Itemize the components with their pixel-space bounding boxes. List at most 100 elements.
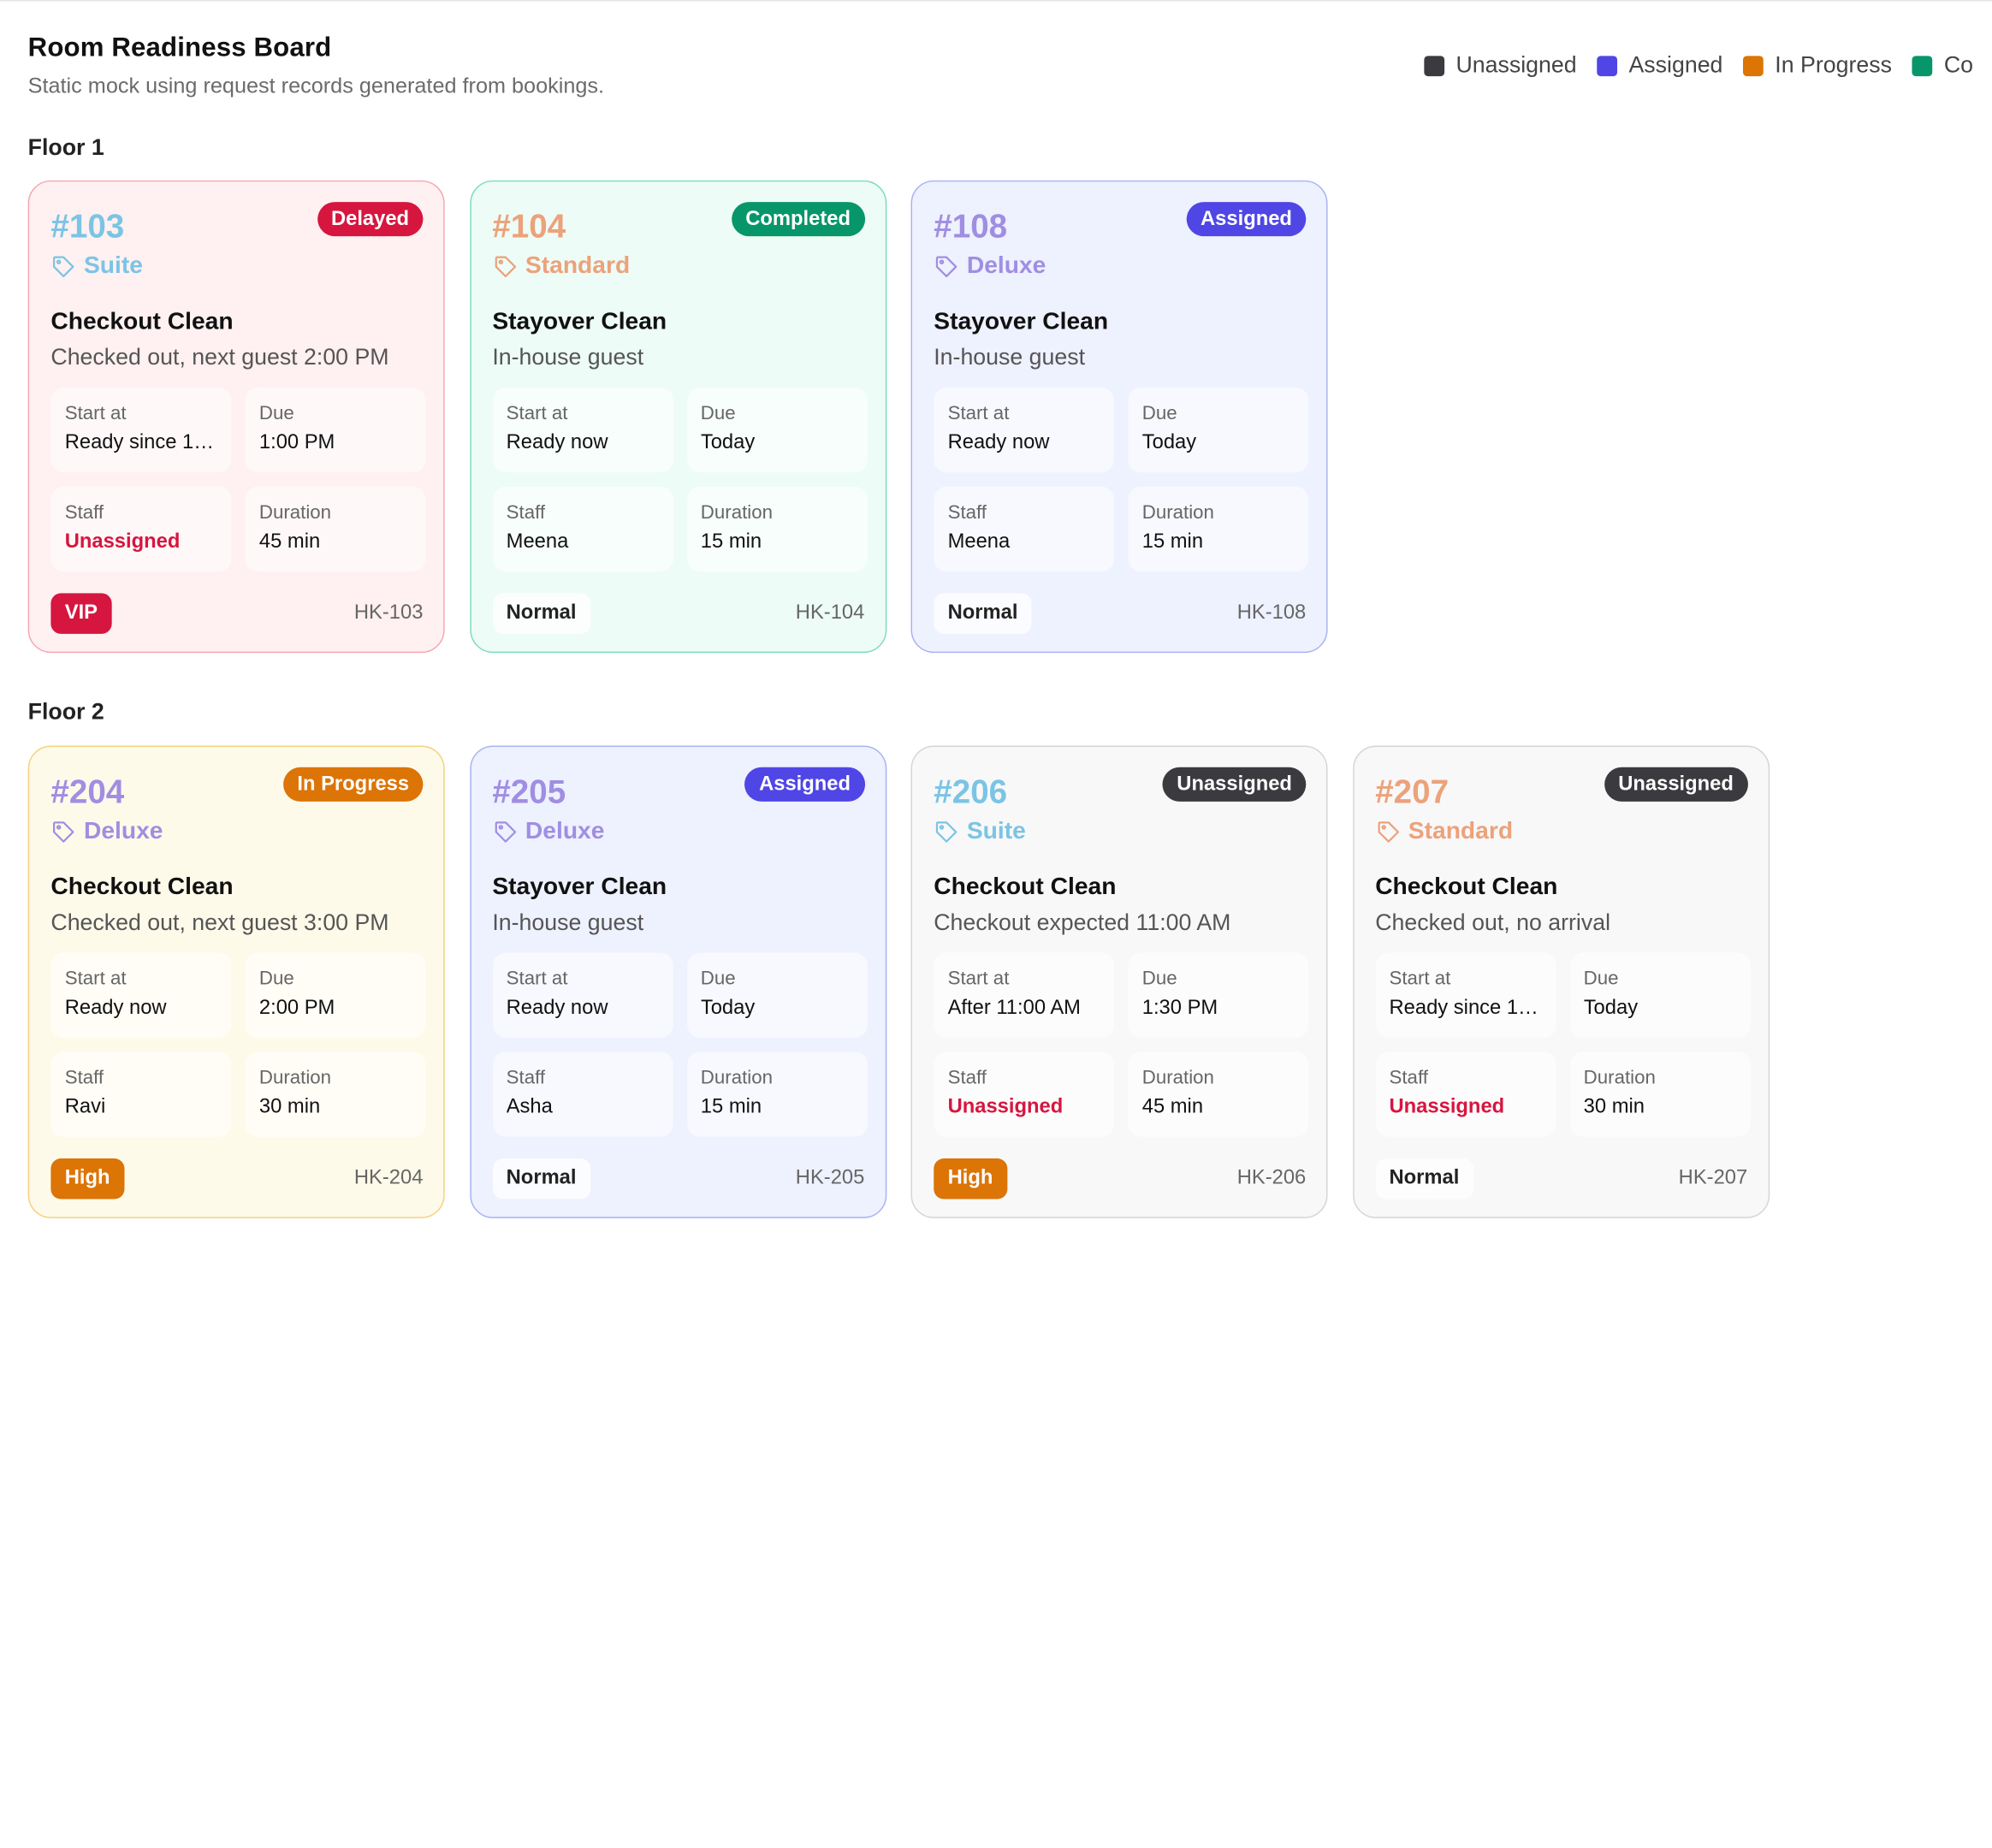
room-type: Suite xyxy=(50,252,143,281)
field-value: 2:00 PM xyxy=(258,997,335,1019)
floor-heading: Floor 2 xyxy=(27,698,104,725)
room-card-108[interactable]: #108 Assigned Deluxe Stayover Clean In-house… xyxy=(910,180,1328,654)
legend-swatch xyxy=(1743,55,1764,76)
field-value: Ready since 10... xyxy=(1389,997,1542,1019)
staff-field: Staff Unassigned xyxy=(1375,1051,1556,1137)
field-label: Due xyxy=(258,968,294,990)
field-label: Start at xyxy=(506,968,568,990)
room-card-104[interactable]: #104 Completed Standard Stayover Clean In-ho… xyxy=(469,180,886,654)
legend-item-unassigned: Unassigned xyxy=(1424,52,1577,79)
field-label: Due xyxy=(700,402,736,424)
duration-field: Duration 45 min xyxy=(1128,1051,1309,1137)
field-label: Due xyxy=(1141,402,1177,424)
task-title: Stayover Clean xyxy=(934,308,1109,335)
staff-field: Staff Ravi xyxy=(50,1051,232,1137)
field-label: Staff xyxy=(64,1067,104,1089)
room-type-label: Deluxe xyxy=(83,818,163,845)
duration-field: Duration 15 min xyxy=(686,1051,868,1137)
legend-swatch xyxy=(1912,55,1933,76)
start-at-field: Start at Ready since 10... xyxy=(50,387,232,473)
room-number: #204 xyxy=(50,772,125,811)
tag-icon xyxy=(50,820,76,845)
field-value: Ravi xyxy=(64,1096,106,1118)
tag-icon xyxy=(1375,820,1401,845)
duration-field: Duration 45 min xyxy=(245,486,426,572)
room-number: #206 xyxy=(934,772,1008,811)
field-value: After 11:00 AM xyxy=(947,997,1081,1019)
status-badge: Unassigned xyxy=(1604,767,1748,802)
legend-label: Assigned xyxy=(1628,51,1723,78)
field-value: 1:00 PM xyxy=(258,431,335,454)
legend-item-assigned: Assigned xyxy=(1597,52,1722,79)
room-type: Deluxe xyxy=(492,818,604,846)
due-field: Due Today xyxy=(1569,952,1751,1038)
field-value: Asha xyxy=(506,1096,553,1118)
field-label: Duration xyxy=(1141,501,1214,524)
room-type-label: Deluxe xyxy=(966,252,1046,280)
priority-badge: Normal xyxy=(1375,1158,1473,1199)
task-note: Checkout expected 11:00 AM xyxy=(934,909,1231,935)
task-title: Checkout Clean xyxy=(50,308,234,335)
field-value: Meena xyxy=(947,530,1011,553)
task-note: Checked out, no arrival xyxy=(1375,909,1611,935)
field-value: Today xyxy=(700,431,756,454)
task-details: Start at Ready since 10... Due 1:00 PM Staff… xyxy=(50,387,426,572)
field-value: Ready since 10... xyxy=(64,431,217,454)
due-field: Due 1:30 PM xyxy=(1128,952,1309,1038)
status-badge: Unassigned xyxy=(1162,767,1307,802)
field-value: Today xyxy=(1141,431,1197,454)
priority-badge: Normal xyxy=(492,1158,590,1199)
start-at-field: Start at After 11:00 AM xyxy=(934,952,1115,1038)
priority-badge: Normal xyxy=(492,593,590,634)
field-label: Due xyxy=(1583,968,1619,990)
legend-label: Co xyxy=(1943,51,1974,78)
field-label: Staff xyxy=(64,501,104,524)
legend-label: In Progress xyxy=(1775,51,1892,78)
field-label: Duration xyxy=(258,501,332,524)
field-value: 30 min xyxy=(258,1096,321,1118)
field-value: 15 min xyxy=(700,530,762,553)
field-label: Staff xyxy=(947,1067,987,1089)
priority-badge: VIP xyxy=(50,593,112,634)
field-label: Start at xyxy=(1389,968,1451,990)
duration-field: Duration 15 min xyxy=(1128,486,1309,572)
room-type: Deluxe xyxy=(50,818,163,846)
task-details: Start at Ready now Due Today Staff Meena Durat… xyxy=(934,387,1309,572)
status-legend: Unassigned Assigned In Progress Co xyxy=(1424,52,1973,79)
staff-field: Staff Asha xyxy=(492,1051,673,1137)
room-type-label: Deluxe xyxy=(525,818,605,845)
room-card-205[interactable]: #205 Assigned Deluxe Stayover Clean In-house… xyxy=(469,745,886,1218)
tag-icon xyxy=(492,254,518,280)
page-title: Room Readiness Board xyxy=(27,33,332,62)
field-value: Unassigned xyxy=(947,1096,1064,1118)
field-value: Unassigned xyxy=(1389,1096,1505,1118)
room-number: #207 xyxy=(1375,772,1450,811)
window-edge xyxy=(0,0,1992,2)
task-code: HK-206 xyxy=(1236,1167,1307,1189)
room-type: Standard xyxy=(492,252,630,281)
staff-field: Staff Unassigned xyxy=(50,486,232,572)
room-card-103[interactable]: #103 Delayed Suite Checkout Clean Checked ou… xyxy=(27,180,445,654)
start-at-field: Start at Ready now xyxy=(50,952,232,1038)
field-value: 15 min xyxy=(700,1096,762,1118)
field-label: Start at xyxy=(64,968,127,990)
due-field: Due Today xyxy=(1128,387,1309,473)
tag-icon xyxy=(934,820,959,845)
task-code: HK-205 xyxy=(795,1167,865,1189)
field-label: Duration xyxy=(1583,1067,1656,1089)
field-value: 45 min xyxy=(258,530,321,553)
room-card-207[interactable]: #207 Unassigned Standard Checkout Clean Chec… xyxy=(1352,745,1770,1218)
room-type: Standard xyxy=(1375,818,1513,846)
priority-badge: High xyxy=(934,1158,1007,1199)
room-card-206[interactable]: #206 Unassigned Suite Checkout Clean Checkou… xyxy=(910,745,1328,1218)
status-badge: Completed xyxy=(731,202,865,237)
field-value: Today xyxy=(700,997,756,1019)
room-type: Deluxe xyxy=(934,252,1046,281)
room-number: #205 xyxy=(492,772,566,811)
room-card-204[interactable]: #204 In Progress Deluxe Checkout Clean Check… xyxy=(27,745,445,1218)
legend-item-completed: Co xyxy=(1912,52,1973,79)
room-type-label: Standard xyxy=(525,252,631,280)
status-badge: Assigned xyxy=(1186,202,1307,237)
room-type-label: Suite xyxy=(966,818,1026,845)
task-title: Checkout Clean xyxy=(1375,874,1558,901)
